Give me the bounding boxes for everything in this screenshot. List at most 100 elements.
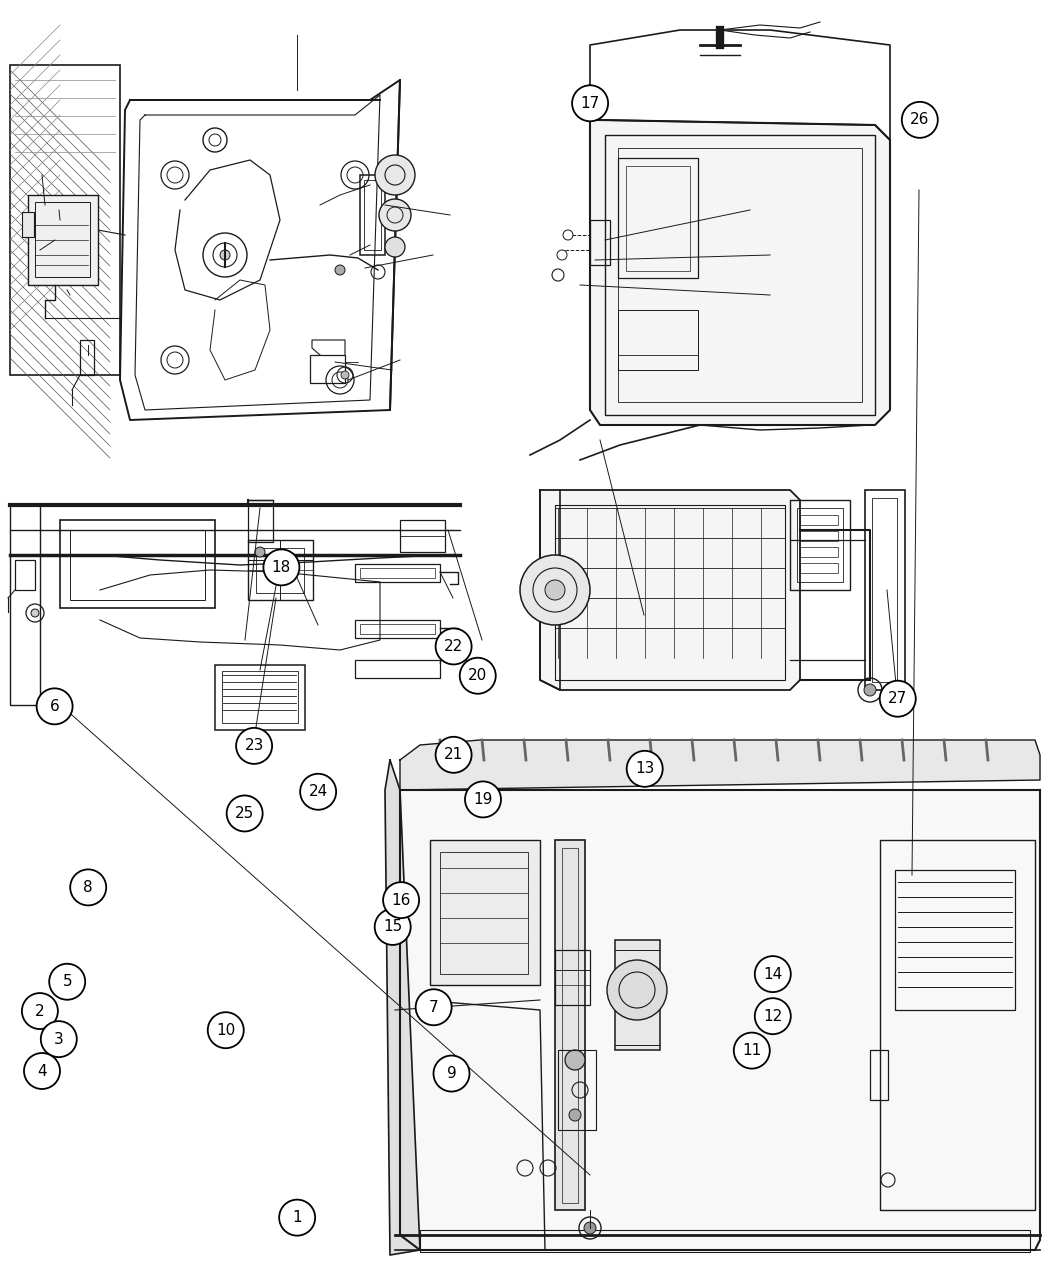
Circle shape	[755, 956, 791, 992]
Bar	[790, 500, 851, 590]
Polygon shape	[400, 790, 1040, 1250]
Bar	[28, 195, 98, 286]
Circle shape	[545, 580, 565, 601]
Circle shape	[70, 870, 106, 905]
Bar	[615, 940, 660, 1051]
Bar	[80, 340, 94, 375]
Bar	[626, 166, 690, 272]
Bar	[618, 158, 698, 278]
Bar	[555, 950, 590, 1005]
Circle shape	[436, 629, 471, 664]
Circle shape	[385, 237, 405, 258]
Bar	[35, 201, 90, 277]
Text: 17: 17	[581, 96, 600, 111]
Circle shape	[864, 683, 876, 696]
Polygon shape	[400, 740, 1040, 790]
Text: 6: 6	[49, 699, 60, 714]
Bar	[70, 530, 205, 601]
Circle shape	[607, 960, 667, 1020]
Circle shape	[264, 550, 299, 585]
Text: 5: 5	[62, 974, 72, 989]
Bar	[880, 840, 1035, 1210]
Text: 22: 22	[444, 639, 463, 654]
Text: 20: 20	[468, 668, 487, 683]
Bar	[360, 623, 435, 634]
Text: 9: 9	[446, 1066, 457, 1081]
Bar	[800, 530, 838, 541]
Polygon shape	[540, 490, 800, 690]
Text: 11: 11	[742, 1043, 761, 1058]
Text: 15: 15	[383, 919, 402, 935]
Text: 4: 4	[37, 1063, 47, 1079]
Bar	[215, 666, 304, 731]
Text: 21: 21	[444, 747, 463, 762]
Circle shape	[32, 609, 39, 617]
Text: 1: 1	[292, 1210, 302, 1225]
Bar	[800, 564, 838, 572]
Text: 2: 2	[35, 1003, 45, 1019]
Bar	[555, 840, 585, 1210]
Circle shape	[279, 1200, 315, 1235]
Bar	[310, 354, 345, 382]
Bar	[360, 175, 385, 255]
Bar	[22, 212, 34, 237]
Text: 25: 25	[235, 806, 254, 821]
Bar	[430, 840, 540, 986]
Circle shape	[255, 547, 265, 557]
Bar	[605, 135, 875, 414]
Circle shape	[24, 1053, 60, 1089]
Circle shape	[236, 728, 272, 764]
Text: 7: 7	[428, 1000, 439, 1015]
Circle shape	[755, 998, 791, 1034]
Text: 23: 23	[245, 738, 264, 754]
Text: 10: 10	[216, 1023, 235, 1038]
Circle shape	[208, 1012, 244, 1048]
Circle shape	[375, 156, 415, 195]
Text: 12: 12	[763, 1009, 782, 1024]
Circle shape	[465, 782, 501, 817]
Circle shape	[627, 751, 663, 787]
Circle shape	[220, 250, 230, 260]
Text: 13: 13	[635, 761, 654, 776]
Bar	[865, 490, 905, 690]
Bar	[420, 1230, 1030, 1252]
Circle shape	[565, 1051, 585, 1070]
Bar	[355, 564, 440, 581]
Polygon shape	[385, 760, 420, 1255]
Text: 14: 14	[763, 966, 782, 982]
Circle shape	[520, 555, 590, 625]
Bar	[355, 660, 440, 678]
Polygon shape	[590, 120, 890, 425]
Circle shape	[375, 909, 411, 945]
Bar	[800, 515, 838, 525]
Circle shape	[341, 371, 349, 379]
Bar	[10, 505, 40, 705]
Circle shape	[416, 989, 452, 1025]
Bar	[800, 547, 838, 557]
Bar	[15, 560, 35, 590]
Circle shape	[880, 681, 916, 717]
Circle shape	[569, 1109, 581, 1121]
Bar	[360, 567, 435, 578]
Circle shape	[22, 993, 58, 1029]
Text: 16: 16	[392, 892, 411, 908]
Bar	[60, 520, 215, 608]
Circle shape	[379, 199, 411, 231]
Text: 19: 19	[474, 792, 492, 807]
Circle shape	[572, 85, 608, 121]
Text: 18: 18	[272, 560, 291, 575]
Circle shape	[902, 102, 938, 138]
Bar	[10, 65, 120, 375]
Bar	[222, 671, 298, 723]
Circle shape	[584, 1221, 596, 1234]
Circle shape	[460, 658, 496, 694]
Circle shape	[436, 737, 471, 773]
Circle shape	[37, 688, 72, 724]
Circle shape	[434, 1056, 469, 1091]
Circle shape	[41, 1021, 77, 1057]
Circle shape	[734, 1033, 770, 1068]
Bar	[872, 499, 897, 682]
Bar	[248, 500, 273, 542]
Text: 24: 24	[309, 784, 328, 799]
Circle shape	[227, 796, 262, 831]
